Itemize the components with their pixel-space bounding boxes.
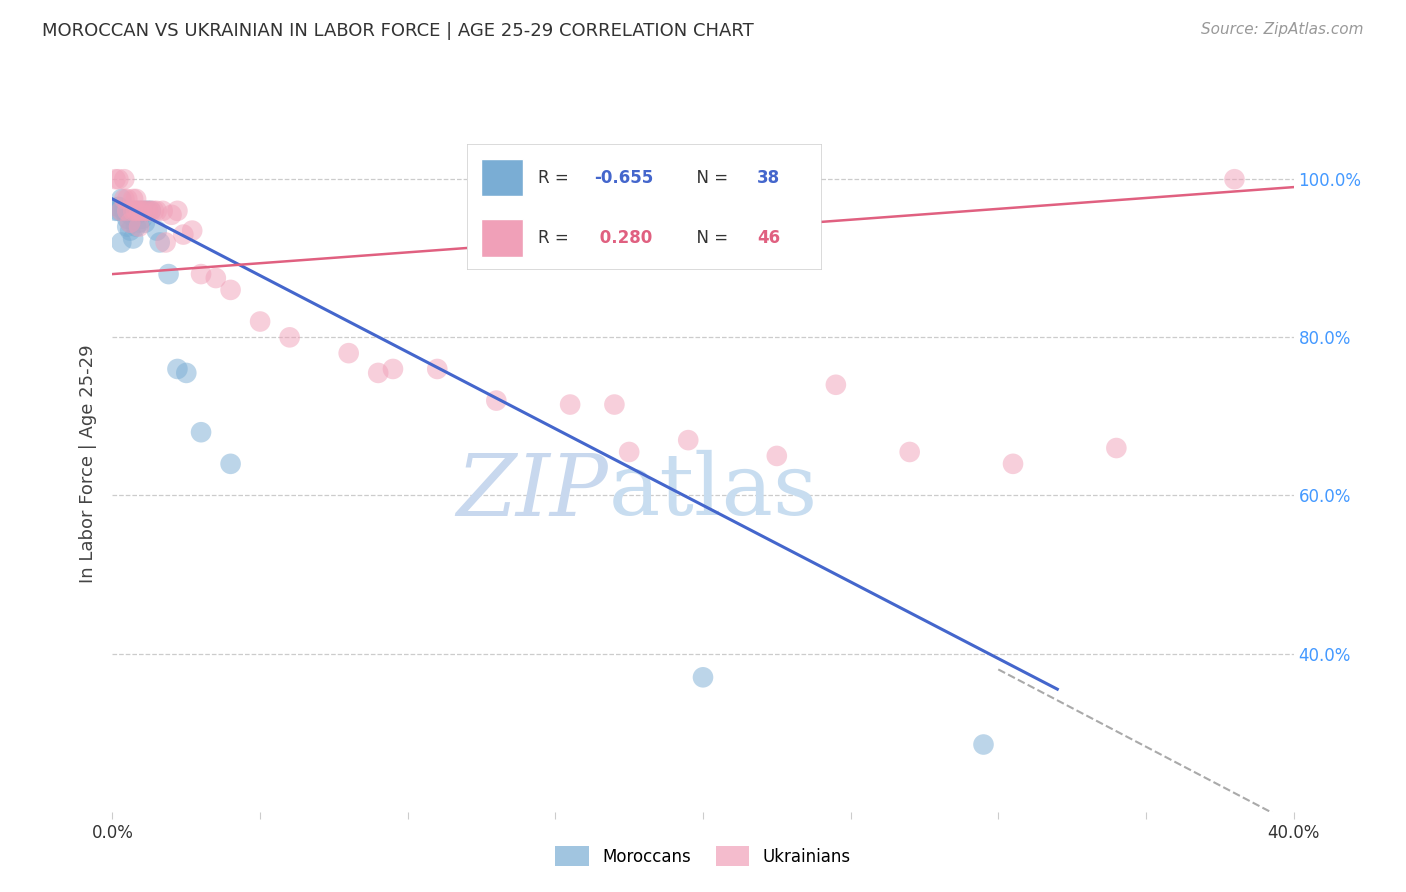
Point — [174, 366, 197, 380]
Point — [120, 216, 142, 230]
Point — [337, 346, 360, 360]
Point — [142, 203, 165, 218]
Point — [136, 203, 159, 218]
Point — [110, 192, 132, 206]
Point — [110, 203, 132, 218]
Point — [107, 172, 129, 186]
Point — [426, 362, 449, 376]
Point — [367, 366, 389, 380]
Point — [125, 203, 148, 218]
Point — [485, 393, 508, 408]
Point — [678, 433, 700, 447]
Point — [117, 203, 138, 218]
Point — [146, 224, 169, 238]
Point — [1105, 441, 1128, 455]
Point — [134, 203, 156, 218]
Point — [1223, 172, 1246, 186]
Point — [125, 208, 148, 222]
Point — [120, 203, 142, 218]
Point — [190, 267, 212, 281]
Point — [117, 219, 138, 234]
Point — [104, 203, 127, 218]
Point — [117, 211, 138, 226]
Point — [1001, 457, 1024, 471]
Point — [120, 208, 142, 222]
Point — [205, 271, 228, 285]
Point — [104, 172, 127, 186]
Point — [190, 425, 212, 440]
Point — [128, 203, 150, 218]
Legend: Moroccans, Ukrainians: Moroccans, Ukrainians — [548, 839, 858, 873]
Point — [155, 235, 177, 250]
Point — [122, 203, 145, 218]
Point — [152, 203, 174, 218]
Point — [128, 203, 150, 218]
Point — [692, 670, 714, 684]
Point — [117, 192, 138, 206]
Point — [558, 398, 582, 412]
Point — [139, 203, 162, 218]
Point — [619, 445, 641, 459]
Point — [122, 231, 145, 245]
Point — [112, 203, 135, 218]
Point — [125, 203, 148, 218]
Point — [146, 203, 169, 218]
Point — [117, 203, 138, 218]
Point — [766, 449, 789, 463]
Point — [120, 224, 142, 238]
Point — [128, 216, 150, 230]
Point — [110, 235, 132, 250]
Point — [131, 211, 153, 226]
Point — [278, 330, 301, 344]
Point — [134, 203, 156, 218]
Point — [134, 216, 156, 230]
Point — [382, 362, 405, 376]
Text: MOROCCAN VS UKRAINIAN IN LABOR FORCE | AGE 25-29 CORRELATION CHART: MOROCCAN VS UKRAINIAN IN LABOR FORCE | A… — [42, 22, 754, 40]
Point — [120, 216, 142, 230]
Text: Source: ZipAtlas.com: Source: ZipAtlas.com — [1201, 22, 1364, 37]
Point — [122, 192, 145, 206]
Point — [898, 445, 921, 459]
Point — [136, 203, 159, 218]
Point — [219, 457, 242, 471]
Point — [139, 203, 162, 218]
Point — [603, 398, 626, 412]
Point — [131, 203, 153, 218]
Point — [249, 314, 271, 328]
Point — [112, 192, 135, 206]
Point — [122, 208, 145, 222]
Point — [166, 362, 188, 376]
Point — [166, 203, 188, 218]
Point — [110, 203, 132, 218]
Point — [107, 200, 129, 214]
Point — [172, 227, 194, 242]
Point — [107, 203, 129, 218]
Point — [219, 283, 242, 297]
Point — [973, 738, 995, 752]
Y-axis label: In Labor Force | Age 25-29: In Labor Force | Age 25-29 — [79, 344, 97, 583]
Point — [149, 235, 172, 250]
Point — [112, 172, 135, 186]
Point — [157, 267, 180, 281]
Point — [181, 224, 204, 238]
Point — [131, 203, 153, 218]
Point — [824, 377, 846, 392]
Point — [125, 219, 148, 234]
Point — [128, 219, 150, 234]
Point — [160, 208, 183, 222]
Point — [122, 203, 145, 218]
Text: atlas: atlas — [609, 450, 818, 533]
Text: ZIP: ZIP — [457, 450, 609, 533]
Point — [125, 192, 148, 206]
Point — [112, 203, 135, 218]
